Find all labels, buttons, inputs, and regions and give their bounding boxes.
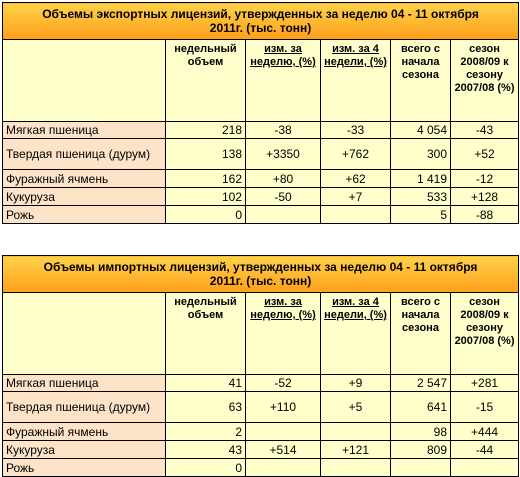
cell: 1 419 xyxy=(390,169,451,188)
cell: +110 xyxy=(245,391,321,423)
cell: 533 xyxy=(390,187,451,206)
data-row: Мягкая пшеница 41 -52 +9 2 547 +281 xyxy=(2,374,520,392)
cell: +762 xyxy=(320,138,391,170)
table-title: Объемы импортных лицензий, утвержденных … xyxy=(1,255,520,293)
row-label: Твердая пшеница (дурум) xyxy=(2,391,166,423)
table: Объемы импортных лицензий, утвержденных … xyxy=(1,255,520,477)
cell: 162 xyxy=(165,169,246,188)
header-cell xyxy=(2,292,166,375)
header-cell: всего с начала сезона xyxy=(390,292,451,375)
cell: 0 xyxy=(165,205,246,224)
title-row: Объемы импортных лицензий, утвержденных … xyxy=(1,255,520,293)
cell xyxy=(320,458,391,477)
cell: -52 xyxy=(245,374,321,392)
header-row: недельный объем изм. за неделю, (%) изм. з… xyxy=(2,292,520,375)
cell xyxy=(390,458,451,477)
cell: -43 xyxy=(449,121,520,139)
cell: +281 xyxy=(449,374,520,392)
cell: -38 xyxy=(245,121,321,139)
title-row: Объемы экспортных лицензий, утвержденных… xyxy=(1,2,520,40)
cell xyxy=(245,458,321,477)
cell: 2 547 xyxy=(390,374,451,392)
cell: +444 xyxy=(449,422,520,441)
cell: 0 xyxy=(165,458,246,477)
data-row: Твердая пшеница (дурум) 138 +3350 +762 300 +5… xyxy=(2,138,520,170)
data-row: Рожь 0 5 -88 xyxy=(2,205,520,224)
cell xyxy=(245,422,321,441)
cell: +52 xyxy=(449,138,520,170)
data-row: Твердая пшеница (дурум) 63 +110 +5 641 -15 xyxy=(2,391,520,423)
cell xyxy=(320,422,391,441)
cell: +121 xyxy=(320,440,391,459)
data-row: Фуражный ячмень 162 +80 +62 1 419 -12 xyxy=(2,169,520,188)
header-cell: изм. за 4 недели, (%) xyxy=(320,39,391,122)
header-cell: всего с начала сезона xyxy=(390,39,451,122)
cell: +7 xyxy=(320,187,391,206)
header-cell: изм. за неделю, (%) xyxy=(245,292,321,375)
header-cell: недельный объем xyxy=(165,292,246,375)
cell: -33 xyxy=(320,121,391,139)
header-cell: сезон 2008/09 к сезону 2007/08 (%) xyxy=(449,39,520,122)
cell: +128 xyxy=(449,187,520,206)
cell: 218 xyxy=(165,121,246,139)
row-label: Мягкая пшеница xyxy=(2,121,166,139)
header-row: недельный объем изм. за неделю, (%) изм. з… xyxy=(2,39,520,122)
cell: 4 054 xyxy=(390,121,451,139)
row-label: Фуражный ячмень xyxy=(2,169,166,188)
row-label: Кукуруза xyxy=(2,440,166,459)
cell: 641 xyxy=(390,391,451,423)
cell: 43 xyxy=(165,440,246,459)
row-label: Рожь xyxy=(2,458,166,477)
cell: -44 xyxy=(449,440,520,459)
table: Объемы экспортных лицензий, утвержденных… xyxy=(1,2,520,224)
cell: +514 xyxy=(245,440,321,459)
data-row: Рожь 0 xyxy=(2,458,520,477)
cell: 41 xyxy=(165,374,246,392)
cell: +3350 xyxy=(245,138,321,170)
cell: 809 xyxy=(390,440,451,459)
data-row: Кукуруза 43 +514 +121 809 -44 xyxy=(2,440,520,459)
data-row: Мягкая пшеница 218 -38 -33 4 054 -43 xyxy=(2,121,520,139)
cell: -15 xyxy=(449,391,520,423)
header-cell: недельный объем xyxy=(165,39,246,122)
cell: 102 xyxy=(165,187,246,206)
row-label: Рожь xyxy=(2,205,166,224)
cell: 5 xyxy=(390,205,451,224)
row-label: Мягкая пшеница xyxy=(2,374,166,392)
cell: 63 xyxy=(165,391,246,423)
data-row: Фуражный ячмень 2 98 +444 xyxy=(2,422,520,441)
cell: +80 xyxy=(245,169,321,188)
cell: -12 xyxy=(449,169,520,188)
cell xyxy=(320,205,391,224)
cell: -88 xyxy=(449,205,520,224)
cell: +62 xyxy=(320,169,391,188)
cell: -50 xyxy=(245,187,321,206)
header-cell xyxy=(2,39,166,122)
cell: 2 xyxy=(165,422,246,441)
cell: 138 xyxy=(165,138,246,170)
cell: 98 xyxy=(390,422,451,441)
cell xyxy=(449,458,520,477)
header-cell: изм. за неделю, (%) xyxy=(245,39,321,122)
cell xyxy=(245,205,321,224)
cell: 300 xyxy=(390,138,451,170)
row-label: Кукуруза xyxy=(2,187,166,206)
header-cell: изм. за 4 недели, (%) xyxy=(320,292,391,375)
row-label: Твердая пшеница (дурум) xyxy=(2,138,166,170)
data-row: Кукуруза 102 -50 +7 533 +128 xyxy=(2,187,520,206)
row-label: Фуражный ячмень xyxy=(2,422,166,441)
cell: +5 xyxy=(320,391,391,423)
cell: +9 xyxy=(320,374,391,392)
table-title: Объемы экспортных лицензий, утвержденных… xyxy=(1,2,520,40)
header-cell: сезон 2008/09 к сезону 2007/08 (%) xyxy=(449,292,520,375)
